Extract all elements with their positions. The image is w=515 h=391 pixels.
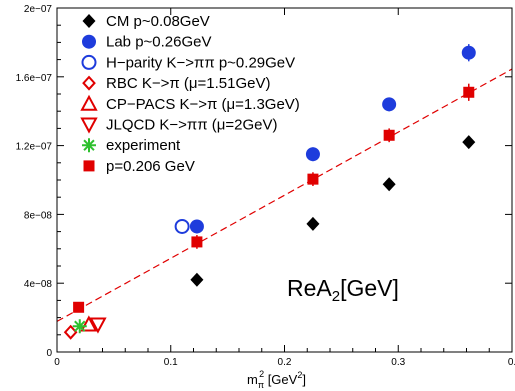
axis-ticks: 0 0.1 0.2 0.3 0. 0 4e−08 8e−08 1.2e−07 1.6e−07 2e−…: [16, 4, 515, 368]
legend-entry: JLQCD K−>ππ (μ=2GeV): [106, 117, 277, 134]
data-point: [382, 97, 397, 112]
legend-marker: [80, 94, 98, 111]
legend-entry: RBC K−>π (μ=1.51GeV): [106, 75, 270, 92]
legend-entry: Lab p~0.26GeV: [106, 34, 212, 51]
legend-entry: p=0.206 GeV: [106, 158, 195, 175]
y-tick-label: 4e−08: [24, 279, 53, 290]
legend-marker: [83, 160, 95, 172]
legend-entry: H−parity K−>ππ p~0.29GeV: [106, 54, 295, 71]
data-point: [383, 129, 395, 141]
x-tick-label: 0.1: [164, 357, 178, 368]
data-point: [89, 317, 107, 334]
data-point: [461, 45, 476, 60]
data-point: [189, 219, 204, 234]
data-point: [307, 173, 319, 185]
legend-marker: [82, 34, 96, 49]
legend-marker: [82, 75, 96, 91]
chart-annotation: ReA2[GeV]: [287, 275, 399, 305]
data-point: [463, 86, 475, 98]
plot-marks: [56, 44, 513, 340]
legend: CM p~0.08GeV Lab p~0.26GeV H−parity K−>ππ …: [80, 13, 300, 175]
legend-entry: CP−PACS K−>π (μ=1.3GeV): [106, 96, 300, 113]
x-tick-label: 0.2: [278, 357, 292, 368]
fit-line: [56, 68, 513, 322]
data-point: [80, 315, 98, 332]
data-point: [190, 272, 204, 287]
x-tick-label: 0: [54, 357, 60, 368]
data-point: [306, 216, 320, 231]
x-tick-label: 0.: [508, 357, 515, 368]
legend-marker: [80, 117, 98, 134]
x-tick-label: 0.3: [391, 357, 405, 368]
x-axis-label: mπ2 [GeV2]: [247, 369, 306, 390]
legend-entry: CM p~0.08GeV: [106, 13, 210, 30]
y-tick-label: 2e−07: [24, 4, 53, 15]
legend-marker: [82, 138, 96, 153]
data-point: [174, 218, 190, 234]
data-point: [73, 301, 85, 313]
legend-marker: [81, 54, 97, 70]
legend-entry: experiment: [106, 137, 181, 154]
data-point: [462, 135, 476, 150]
data-point: [305, 147, 320, 162]
legend-marker: [82, 14, 96, 28]
data-point: [382, 177, 396, 192]
data-point: [191, 236, 203, 248]
y-tick-label: 0: [46, 348, 52, 359]
y-tick-label: 1.6e−07: [16, 73, 53, 84]
y-tick-label: 8e−08: [24, 210, 53, 221]
data-point: [72, 319, 87, 334]
y-tick-label: 1.2e−07: [16, 142, 53, 153]
